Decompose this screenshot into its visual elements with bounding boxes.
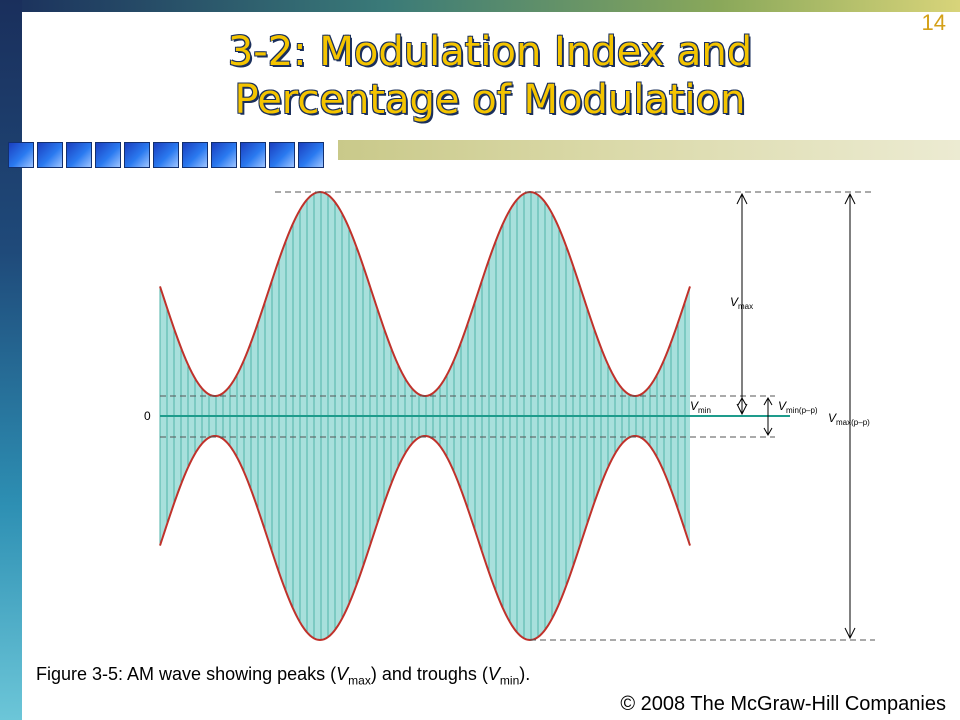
left-accent-bar [0, 0, 22, 720]
vmax-pp-arrow [844, 192, 856, 640]
vmin-pp-arrow [763, 396, 773, 437]
vmax-label: Vmax [730, 295, 753, 311]
upper-envelope [159, 190, 691, 397]
decor-square [66, 142, 92, 168]
decor-square [95, 142, 121, 168]
vmax-pp-label: Vmax(p–p) [828, 411, 870, 427]
decor-square [37, 142, 63, 168]
decor-square [182, 142, 208, 168]
top-accent-bar [0, 0, 960, 12]
decorative-squares [8, 142, 324, 168]
envelope-fill-bottom [160, 416, 690, 640]
title-line-2: Percentage of Modulation [234, 77, 746, 123]
figure-caption: Figure 3-5: AM wave showing peaks (Vmax)… [36, 664, 531, 688]
title-underline-band [338, 140, 960, 160]
vmin-pp-label: Vmin(p–p) [778, 399, 818, 415]
title-line-1: 3-2: Modulation Index and [227, 29, 753, 75]
am-wave-diagram: 0 Vmax Vmin Vmin(p–p) Vmax(p–p) [144, 190, 875, 642]
lower-envelope [159, 435, 691, 642]
slide-title: 3-2: Modulation Index and Percentage of … [40, 28, 940, 124]
copyright-footer: © 2008 The McGraw-Hill Companies [620, 693, 946, 715]
slide-number: 14 [921, 10, 946, 35]
decor-square [269, 142, 295, 168]
decor-square [124, 142, 150, 168]
decor-square [211, 142, 237, 168]
decor-square [298, 142, 324, 168]
envelope-fill-top [160, 192, 690, 416]
decor-square [240, 142, 266, 168]
decor-square [8, 142, 34, 168]
decor-square [153, 142, 179, 168]
vmin-label: Vmin [690, 399, 711, 415]
zero-label: 0 [144, 409, 151, 423]
vmin-arrow [737, 396, 747, 414]
